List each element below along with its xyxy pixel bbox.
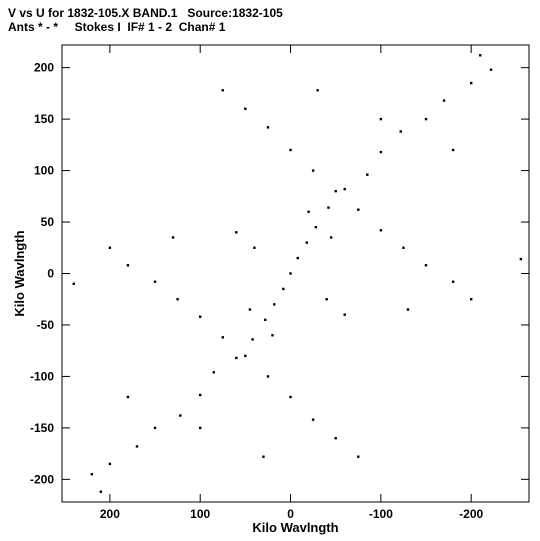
uv-point bbox=[327, 206, 330, 209]
x-tick-label: 0 bbox=[287, 507, 294, 521]
y-tick-label: -200 bbox=[30, 472, 54, 486]
uv-point bbox=[235, 231, 238, 234]
y-tick-label: -50 bbox=[37, 318, 55, 332]
uv-point bbox=[489, 68, 493, 71]
uv-point bbox=[296, 256, 299, 260]
uv-point bbox=[334, 189, 337, 193]
uv-point bbox=[406, 308, 410, 311]
uv-point bbox=[153, 280, 157, 283]
uv-point bbox=[334, 436, 337, 440]
uv-point bbox=[424, 264, 428, 267]
uv-point bbox=[311, 169, 315, 172]
uv-point bbox=[402, 246, 405, 249]
uv-point bbox=[357, 455, 360, 458]
uv-point bbox=[451, 148, 455, 152]
chart-subtitle: Ants * - * Stokes I IF# 1 - 2 Chan# 1 bbox=[8, 20, 226, 34]
uv-point bbox=[235, 356, 238, 360]
uv-point bbox=[248, 308, 252, 311]
y-tick-label: -100 bbox=[30, 369, 54, 383]
data-points bbox=[72, 54, 523, 493]
y-tick-label: 50 bbox=[41, 215, 55, 229]
uv-point bbox=[90, 473, 94, 476]
uv-point bbox=[366, 173, 369, 176]
uv-point bbox=[126, 395, 130, 399]
x-tick-label: 100 bbox=[190, 507, 210, 521]
uv-point bbox=[469, 298, 473, 301]
uv-point bbox=[442, 99, 446, 102]
uv-point bbox=[176, 298, 179, 301]
uv-point bbox=[221, 336, 224, 339]
uv-point bbox=[262, 455, 265, 458]
y-tick-label: 200 bbox=[34, 61, 54, 75]
uv-point bbox=[273, 303, 276, 306]
uv-point bbox=[469, 81, 473, 85]
uv-point bbox=[199, 393, 202, 397]
uv-point bbox=[289, 148, 292, 152]
uv-point bbox=[311, 418, 315, 421]
y-axis-label: Kilo Wavlngth bbox=[12, 230, 27, 316]
uv-point bbox=[399, 130, 402, 133]
uv-point bbox=[271, 334, 274, 337]
x-axis-ticks: 200 100 0 -100 -200 bbox=[100, 45, 484, 521]
uv-point bbox=[329, 236, 333, 239]
uv-point bbox=[135, 445, 139, 448]
uv-point bbox=[266, 126, 270, 129]
uv-point bbox=[451, 280, 455, 283]
y-tick-label: -150 bbox=[30, 421, 54, 435]
x-tick-label: -200 bbox=[459, 507, 483, 521]
uv-point bbox=[424, 117, 428, 121]
uv-point bbox=[379, 150, 383, 154]
uv-point bbox=[307, 210, 310, 213]
uv-point bbox=[266, 375, 270, 378]
chart-title: V vs U for 1832-105.X BAND.1 Source:1832… bbox=[8, 6, 283, 20]
uv-point bbox=[343, 313, 346, 316]
uv-point bbox=[153, 426, 157, 430]
plot-header: V vs U for 1832-105.X BAND.1 Source:1832… bbox=[8, 6, 283, 34]
uv-point bbox=[357, 208, 360, 211]
uv-point bbox=[171, 236, 175, 239]
uv-point bbox=[108, 462, 112, 466]
uv-point bbox=[325, 298, 328, 301]
x-tick-label: -100 bbox=[369, 507, 393, 521]
uv-point bbox=[289, 272, 292, 275]
uv-point bbox=[179, 414, 182, 417]
uv-point bbox=[244, 107, 247, 111]
uv-point bbox=[316, 89, 319, 92]
uv-point bbox=[264, 318, 267, 322]
uv-point bbox=[212, 371, 215, 374]
y-tick-label: 150 bbox=[34, 112, 54, 126]
uv-point bbox=[221, 89, 224, 92]
uv-point bbox=[305, 241, 308, 244]
uv-point bbox=[343, 187, 346, 191]
y-tick-label: 0 bbox=[47, 267, 54, 281]
uv-point bbox=[126, 264, 130, 267]
uv-point bbox=[289, 395, 292, 399]
uv-point bbox=[282, 287, 285, 291]
uv-point bbox=[519, 257, 523, 261]
uv-point bbox=[379, 229, 383, 232]
plot-frame bbox=[61, 44, 530, 503]
uv-point bbox=[72, 282, 75, 285]
x-tick-label: 200 bbox=[100, 507, 120, 521]
uv-point bbox=[251, 338, 254, 341]
uv-point bbox=[199, 315, 202, 318]
y-axis-ticks: -200 -150 -100 -50 0 50 100 150 200 bbox=[30, 61, 529, 486]
x-axis-label: Kilo Wavlngth bbox=[252, 520, 338, 535]
uv-point bbox=[199, 426, 202, 430]
y-tick-label: 100 bbox=[34, 164, 54, 178]
uv-point bbox=[253, 246, 256, 249]
uv-point bbox=[314, 225, 318, 229]
uv-point bbox=[379, 117, 383, 121]
uv-point bbox=[244, 354, 247, 358]
uv-point bbox=[108, 246, 112, 249]
uv-point bbox=[479, 54, 482, 57]
uv-point bbox=[99, 490, 103, 493]
